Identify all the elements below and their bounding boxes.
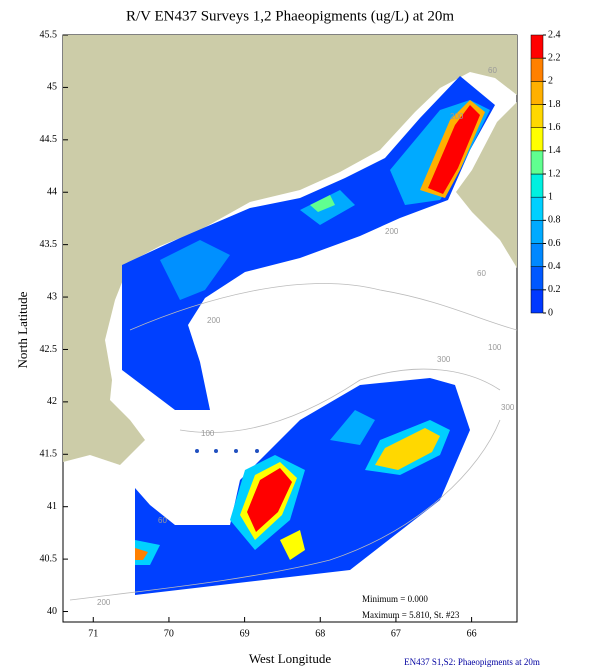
contour-label: 200	[385, 227, 399, 236]
colorbar-band	[530, 34, 544, 59]
colorbar-band	[530, 150, 544, 175]
colorbar-band	[530, 243, 544, 267]
colorbar-band	[530, 196, 544, 221]
y-tick-label: 42	[47, 396, 57, 407]
colorbar-band	[530, 104, 544, 128]
contour-label: 60	[477, 269, 486, 278]
colorbar-tick-label: 2.2	[548, 52, 561, 63]
colorbar-band	[530, 57, 544, 82]
colorbar-band	[530, 220, 544, 244]
colorbar-tick-label: 1.6	[548, 122, 561, 133]
y-tick-label: 44	[47, 187, 57, 198]
chart-title: R/V EN437 Surveys 1,2 Phaeopigments (ug/…	[126, 8, 454, 24]
colorbar-tick-label: 1	[548, 191, 553, 202]
y-tick-label: 40.5	[40, 553, 58, 564]
colorbar-tick-label: 0.2	[548, 284, 561, 295]
colorbar-tick-label: 0	[548, 307, 553, 318]
colorbar-band	[530, 81, 544, 105]
x-tick-label: 71	[88, 628, 98, 639]
x-tick-label: 69	[240, 628, 250, 639]
survey-field	[122, 76, 495, 595]
y-tick-label: 41.5	[40, 449, 58, 460]
annotation: Minimum = 0.000	[362, 594, 428, 604]
y-axis-label: North Latitude	[15, 291, 30, 368]
colorbar-tick-label: 0.4	[548, 261, 561, 272]
colorbar-band	[530, 127, 544, 152]
x-tick-label: 68	[315, 628, 325, 639]
colorbar-tick-label: 0.8	[548, 215, 561, 226]
land	[63, 35, 517, 465]
x-tick-label: 66	[467, 628, 477, 639]
annotation: Maximum = 5.810, St. #23	[362, 610, 460, 620]
contour-label: 100	[201, 429, 215, 438]
isobaths	[69, 283, 518, 601]
contour-label: 200	[97, 598, 111, 607]
contour-label: 60	[488, 66, 497, 75]
y-tick-label: 45.5	[40, 29, 58, 40]
x-axis-label: West Longitude	[249, 651, 332, 666]
y-tick-label: 40	[47, 606, 57, 617]
contour-label: 200	[450, 112, 464, 121]
colorbar-tick-label: 1.2	[548, 168, 561, 179]
contour-label: 60	[158, 516, 167, 525]
y-tick-label: 43	[47, 291, 57, 302]
contour-label: 100	[488, 343, 502, 352]
contour-label: 300	[501, 403, 515, 412]
colorbar-tick-label: 1.8	[548, 99, 561, 110]
contour-label: 300	[437, 355, 451, 364]
x-tick-label: 67	[391, 628, 401, 639]
colorbar-tick-label: 1.4	[548, 145, 561, 156]
y-tick-label: 43.5	[40, 239, 58, 250]
footer: EN437 S1,S2: Phaeopigments at 20m	[404, 657, 540, 667]
colorbar-tick-label: 0.6	[548, 238, 561, 249]
y-tick-label: 45	[47, 82, 57, 93]
y-tick-label: 44.5	[40, 134, 58, 145]
colorbar-band	[530, 266, 544, 291]
stations	[195, 449, 259, 453]
x-tick-label: 70	[164, 628, 174, 639]
colorbar-band	[530, 289, 544, 314]
y-tick-label: 42.5	[40, 344, 58, 355]
colorbar-tick-label: 2	[548, 76, 553, 87]
colorbar-tick-label: 2.4	[548, 29, 561, 40]
y-tick-label: 41	[47, 501, 57, 512]
colorbar-band	[530, 173, 544, 198]
contour-label: 200	[207, 316, 221, 325]
